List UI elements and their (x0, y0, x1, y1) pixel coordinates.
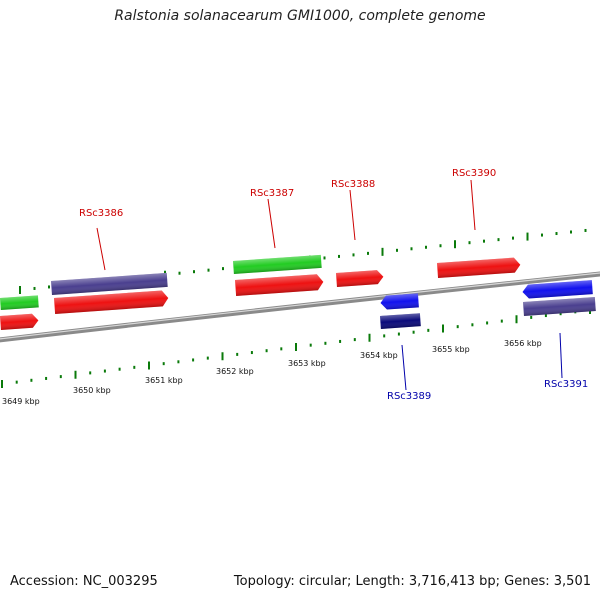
label-leader-line (470, 179, 476, 231)
gene-feature-6 (235, 274, 324, 296)
gene-label-rsc3390: RSc3390 (452, 168, 496, 179)
gene-labels: RSc3386 RSc3387 RSc3388 RSc3390 RSc3389 RSc33… (79, 168, 588, 402)
gene-feature-3 (51, 272, 168, 295)
scale-label: 3649 kbp (2, 397, 40, 406)
gene-feature-8 (437, 257, 521, 278)
label-leader-line (559, 332, 563, 379)
scale-label: 3656 kbp (504, 339, 542, 348)
gene-label-rsc3386: RSc3386 (79, 208, 123, 219)
scale-label: 3652 kbp (216, 367, 254, 376)
label-leader-line (96, 227, 106, 271)
inner-tick-track (1, 306, 591, 388)
label-leader-line (267, 198, 276, 249)
gene-feature-9 (380, 293, 419, 310)
map-title: Ralstonia solanacearum GMI1000, complete… (114, 8, 486, 24)
genome-backbone (0, 271, 600, 343)
gene-label-rsc3387: RSc3387 (250, 188, 294, 199)
gene-feature-11 (522, 280, 593, 299)
accession-text: Accession: NC_003295 (10, 574, 158, 589)
gene-feature-12 (523, 296, 596, 316)
gene-feature-10 (380, 313, 421, 329)
gene-label-rsc3388: RSc3388 (331, 179, 375, 190)
scale-label: 3654 kbp (360, 351, 398, 360)
gene-feature-7 (336, 270, 384, 287)
scale-label: 3655 kbp (432, 345, 470, 354)
gene-label-rsc3391: RSc3391 (544, 379, 588, 390)
gene-feature-2 (0, 313, 39, 330)
gene-feature-5 (233, 254, 322, 274)
scale-label: 3650 kbp (73, 386, 111, 395)
label-leader-line (349, 189, 356, 241)
feature-track (0, 254, 596, 330)
label-leader-line (401, 344, 407, 391)
scale-labels: 3649 kbp 3650 kbp 3651 kbp 3652 kbp 3653 kbp… (2, 339, 542, 406)
gene-feature-4 (54, 290, 169, 314)
scale-label: 3651 kbp (145, 376, 183, 385)
scale-label: 3653 kbp (288, 359, 326, 368)
gene-label-rsc3389: RSc3389 (387, 391, 431, 402)
genome-summary-text: Topology: circular; Length: 3,716,413 bp… (233, 574, 591, 589)
gene-feature-1 (0, 295, 39, 310)
label-leaders (96, 179, 563, 391)
